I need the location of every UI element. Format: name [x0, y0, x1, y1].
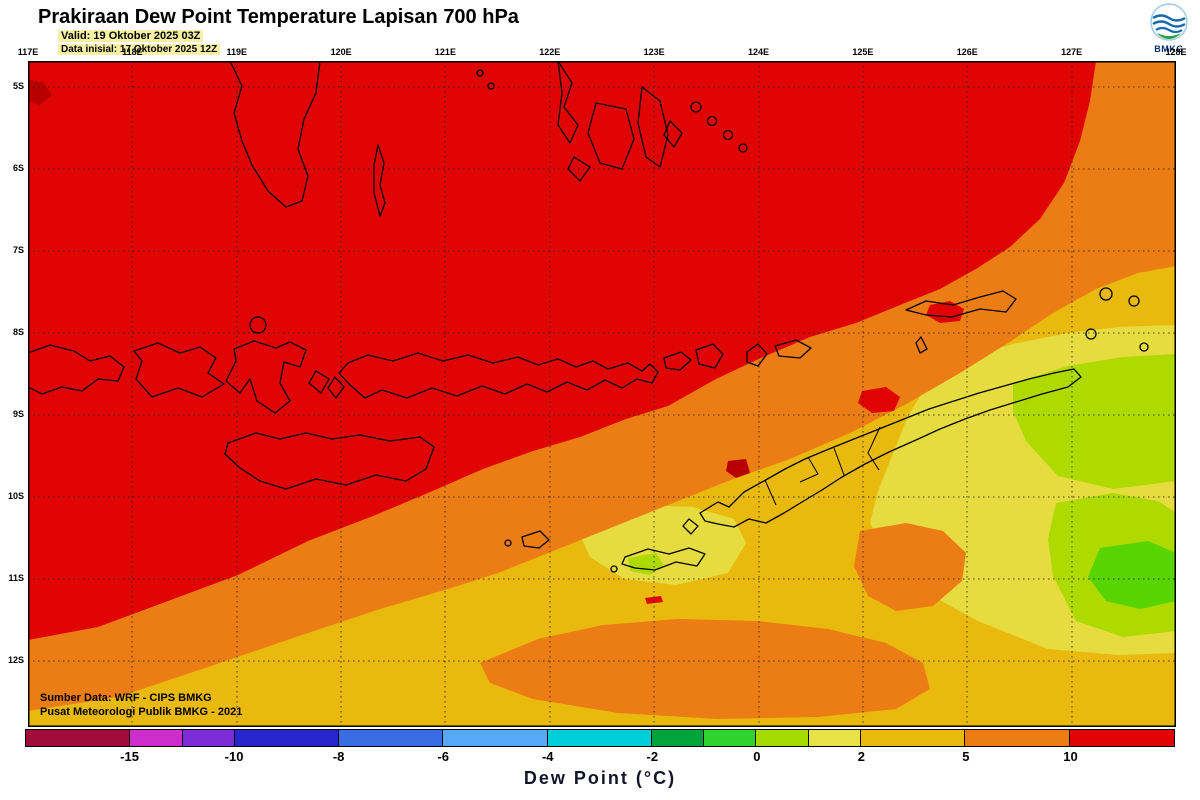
colorbar-tick-label: -4	[541, 749, 554, 764]
lon-axis-label: 121E	[434, 47, 456, 57]
init-time-label: Data inisial: 17 Oktober 2025 12Z	[58, 44, 221, 55]
colorbar-tick-label: -10	[224, 749, 244, 764]
lon-axis-label: 124E	[748, 47, 770, 57]
colorbar-segment	[652, 730, 705, 746]
colorbar-segment	[1069, 730, 1174, 746]
lat-axis-label: 11S	[8, 573, 24, 583]
lon-axis-label: 118E	[122, 47, 143, 57]
colorbar-segment	[130, 730, 183, 746]
lat-axis-label: 5S	[12, 81, 24, 91]
colorbar-segment	[234, 730, 340, 746]
colorbar-segment	[808, 730, 861, 746]
colorbar-segment	[339, 730, 444, 746]
lat-axis-label: 8S	[12, 327, 24, 337]
colorbar-segment	[860, 730, 966, 746]
lon-axis-label: 120E	[330, 47, 352, 57]
lon-axis-label: 126E	[956, 47, 978, 57]
bmkg-logo-icon	[1150, 3, 1188, 41]
colorbar-segment	[704, 730, 757, 746]
colorbar	[25, 729, 1175, 747]
colorbar-tick-label: 2	[857, 749, 865, 764]
colorbar-tick-label: 10	[1063, 749, 1078, 764]
lon-axis-label: 127E	[1061, 47, 1083, 57]
map-border	[28, 61, 1176, 727]
lat-axis-label: 6S	[12, 163, 24, 173]
colorbar-tick-label: -15	[120, 749, 139, 764]
source-org-line: Pusat Meteorologi Publik BMKG - 2021	[40, 706, 243, 718]
lon-axis-label: 119E	[226, 47, 247, 57]
colorbar-ticks: -15 -10 -8 -6 -4 -2 0 2 5 10	[25, 749, 1175, 765]
colorbar-segment	[26, 730, 131, 746]
colorbar-segment	[182, 730, 235, 746]
weather-map	[28, 61, 1176, 727]
lon-axis-label: 125E	[852, 47, 874, 57]
source-data-line: Sumber Data: WRF - CIPS BMKG	[40, 692, 212, 704]
lat-axis-label: 10S	[7, 491, 24, 501]
lon-axis-label: 122E	[539, 47, 561, 57]
colorbar-segment	[756, 730, 809, 746]
grid-lines	[28, 61, 1176, 727]
page-title: Prakiraan Dew Point Temperature Lapisan …	[38, 6, 519, 28]
dewpoint-field	[28, 61, 1176, 727]
colorbar-tick-label: -8	[332, 749, 345, 764]
bmkg-logo: BMKG	[1146, 2, 1192, 56]
lat-axis-label: 7S	[12, 245, 24, 255]
valid-time-label: Valid: 19 Oktober 2025 03Z	[58, 30, 204, 42]
lat-axis-label: 9S	[12, 409, 24, 419]
lat-axis-label: 12S	[7, 655, 24, 665]
colorbar-segment	[443, 730, 548, 746]
colorbar-tick-label: 5	[962, 749, 970, 764]
bmkg-logo-text: BMKG	[1154, 44, 1184, 54]
colorbar-tick-label: -2	[646, 749, 659, 764]
lon-axis-label: 123E	[643, 47, 665, 57]
colorbar-tick-label: -6	[437, 749, 449, 764]
coastlines	[28, 61, 1149, 573]
legend-title: Dew Point (°C)	[523, 768, 677, 788]
lon-axis-label: 117E	[17, 47, 39, 57]
colorbar-segment	[547, 730, 653, 746]
lon-axis-label: 128E	[1165, 47, 1187, 57]
colorbar-tick-label: 0	[753, 749, 761, 764]
colorbar-segment	[965, 730, 1070, 746]
